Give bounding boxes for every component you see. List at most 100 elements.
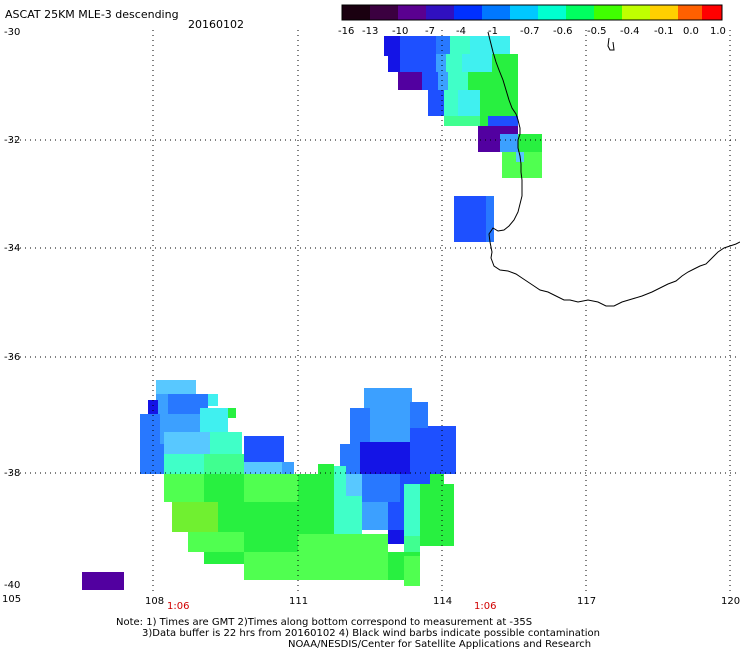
y-tick-label: -38 — [4, 468, 20, 479]
colorbar-label: -16 — [338, 26, 354, 37]
colorbar-swatch — [650, 5, 678, 20]
wind-cell — [470, 36, 510, 54]
wind-cell — [436, 54, 446, 72]
colorbar-swatch — [510, 5, 538, 20]
note-line: NOAA/NESDIS/Center for Satellite Applica… — [288, 639, 591, 650]
wind-cell — [346, 474, 362, 500]
colorbar-label: -0.5 — [587, 26, 607, 37]
wind-cell — [364, 388, 412, 410]
wind-cell — [422, 72, 438, 90]
wind-cell — [282, 462, 294, 474]
colorbar-label: -1 — [488, 26, 498, 37]
wind-cell — [244, 532, 298, 552]
colorbar-label: -7 — [425, 26, 435, 37]
wind-cell — [446, 54, 462, 72]
wind-cell — [298, 474, 334, 534]
wind-cell — [458, 90, 480, 116]
wind-cell — [500, 134, 518, 152]
wind-cell — [500, 126, 518, 134]
colorbar-swatch — [538, 5, 566, 20]
wind-cell — [334, 496, 362, 534]
wind-cell — [208, 394, 218, 406]
wind-cell — [388, 502, 404, 532]
wind-cell — [164, 474, 204, 502]
colorbar-swatch — [398, 5, 426, 20]
x-tick-label: 105 — [2, 594, 21, 605]
colorbar-swatch — [482, 5, 510, 20]
colorbar-label: -10 — [392, 26, 408, 37]
wind-data-cells — [82, 36, 542, 590]
wind-cell — [444, 90, 458, 116]
colorbar-label: -0.7 — [520, 26, 540, 37]
colorbar-label: -0.6 — [553, 26, 573, 37]
wind-cell — [420, 484, 454, 546]
wind-cell — [388, 54, 400, 72]
colorbar-swatch — [566, 5, 594, 20]
wind-cell — [318, 464, 334, 474]
coastline-inlet — [607, 37, 615, 51]
wind-cell — [228, 408, 236, 418]
wind-cell — [244, 474, 298, 502]
wind-cell — [204, 552, 244, 564]
wind-cell — [462, 54, 492, 72]
time-label: 1:06 — [167, 601, 189, 612]
wind-cell — [156, 380, 196, 394]
wind-cell — [404, 536, 420, 556]
colorbar-swatch — [702, 5, 722, 20]
map-date: 20160102 — [188, 18, 244, 31]
colorbar-swatch — [342, 5, 370, 20]
wind-cell — [398, 72, 422, 90]
wind-cell — [404, 484, 420, 536]
wind-cell — [156, 394, 168, 414]
wind-cell — [436, 36, 450, 54]
x-axis-labels: 105 108 111 114 117 120 1:06 1:06 — [2, 594, 740, 612]
wind-cell — [334, 534, 388, 580]
wind-cell — [404, 556, 420, 586]
x-tick-label: 108 — [145, 596, 164, 607]
wind-cell — [388, 530, 404, 544]
wind-cell — [334, 466, 346, 496]
colorbar-label: -0.4 — [620, 26, 640, 37]
wind-cell — [384, 36, 400, 56]
y-tick-label: -34 — [4, 243, 20, 254]
wind-cell — [400, 54, 436, 72]
wind-cell — [210, 432, 242, 454]
wind-cell — [468, 72, 518, 90]
footnotes: Note: 1) Times are GMT 2)Times along bot… — [116, 617, 600, 650]
note-line: Note: 1) Times are GMT 2)Times along bot… — [116, 617, 532, 628]
wind-cell — [370, 408, 410, 442]
colorbar-label: -0.1 — [654, 26, 674, 37]
wind-cell — [350, 408, 370, 452]
wind-cell — [164, 432, 210, 454]
wind-cell — [140, 414, 160, 444]
y-tick-label: -32 — [4, 135, 20, 146]
wind-cell — [244, 436, 284, 462]
wind-cell — [218, 502, 298, 532]
wind-cell — [518, 134, 542, 152]
wind-cell — [448, 72, 468, 90]
colorbar: -16 -13 -10 -7 -4 -1 -0.7 -0.6 -0.5 -0.4… — [338, 4, 726, 37]
wind-cell — [444, 116, 480, 126]
graticule — [10, 30, 740, 592]
colorbar-swatch — [622, 5, 650, 20]
wind-cell — [200, 408, 228, 432]
australia-coastline — [487, 31, 740, 307]
wind-cell — [244, 552, 298, 580]
colorbar-label: -13 — [362, 26, 378, 37]
wind-cell — [164, 454, 204, 474]
wind-cell — [478, 126, 500, 152]
wind-cell — [480, 90, 518, 116]
wind-cell — [486, 196, 494, 242]
wind-cell — [362, 474, 402, 502]
wind-cell — [242, 462, 282, 474]
x-tick-label: 117 — [577, 596, 596, 607]
wind-cell — [188, 532, 244, 552]
wind-cell — [438, 72, 448, 90]
colorbar-swatch — [594, 5, 622, 20]
wind-cell — [140, 444, 164, 474]
wind-cell — [82, 572, 124, 590]
x-tick-label: 114 — [433, 596, 452, 607]
colorbar-label: -4 — [456, 26, 466, 37]
time-label: 1:06 — [474, 601, 496, 612]
